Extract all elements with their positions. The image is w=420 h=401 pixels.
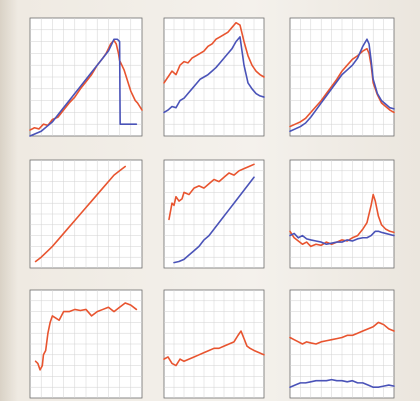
chart-panel-2 — [163, 17, 265, 137]
series-line-blue — [163, 36, 265, 114]
series-line-red — [34, 302, 138, 371]
chart-panel-9 — [289, 289, 395, 399]
series-line-blue — [29, 38, 138, 137]
series-line-red — [163, 330, 265, 367]
chart-panel-5 — [163, 159, 265, 269]
series-line-red — [163, 21, 265, 84]
chart-panel-7 — [29, 289, 143, 399]
chart-panel-6 — [289, 159, 395, 269]
series-line-red — [289, 193, 395, 248]
series-line-red — [289, 321, 395, 345]
series-line-blue — [289, 38, 395, 133]
series-line-blue — [289, 230, 395, 246]
series-line-red — [168, 163, 255, 221]
chart-panel-8 — [163, 289, 265, 399]
chart-panel-1 — [29, 17, 143, 137]
chart-panel-3 — [289, 17, 395, 137]
series-line-red — [34, 165, 126, 263]
series-line-blue — [289, 378, 395, 389]
series-line-blue — [173, 176, 255, 264]
chart-panel-4 — [29, 159, 143, 269]
